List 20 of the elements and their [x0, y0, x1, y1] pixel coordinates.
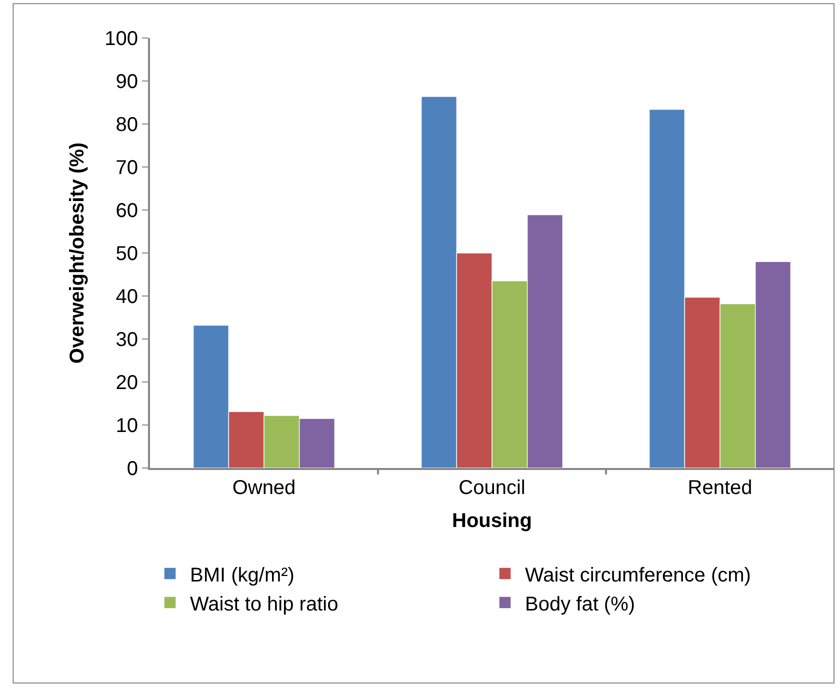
legend-label: Waist to hip ratio [190, 593, 338, 616]
y-tick-label: 80 [116, 114, 138, 136]
y-tick-label: 40 [116, 286, 138, 308]
y-tick-label: 90 [116, 71, 138, 93]
y-tick-label: 60 [116, 200, 138, 222]
y-tick-label: 100 [104, 28, 138, 50]
x-tick-label: Council [458, 477, 526, 499]
y-axis-title: Overweight/obesity (%) [66, 142, 89, 364]
x-tick-label: Owned [232, 477, 296, 499]
x-axis-title: Housing [452, 510, 532, 532]
y-tick-label: 10 [116, 415, 138, 437]
y-tick-label: 0 [126, 458, 138, 480]
legend-label: Body fat (%) [525, 593, 636, 616]
y-tick-label: 20 [116, 372, 138, 394]
legend-label: Waist circumference (cm) [525, 564, 751, 586]
y-tick-label: 30 [116, 329, 138, 351]
x-tick-label: Rented [688, 477, 752, 499]
legend-label: BMI (kg/m²) [190, 564, 294, 586]
y-tick-label: 50 [116, 243, 138, 265]
y-tick-label: 70 [116, 157, 138, 179]
